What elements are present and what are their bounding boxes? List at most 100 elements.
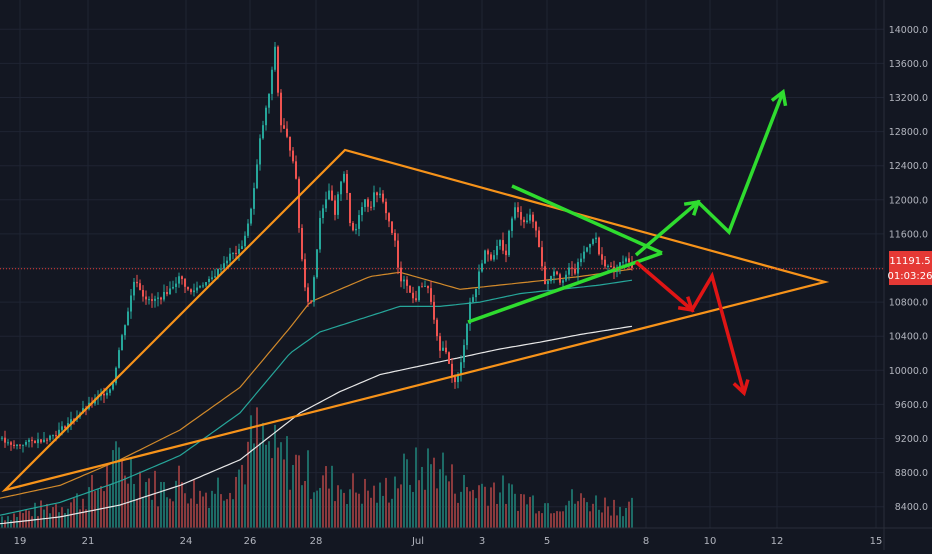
candle-body <box>388 213 390 222</box>
volume-bar <box>547 503 549 528</box>
candle-body <box>283 125 285 129</box>
candle-body <box>235 252 237 254</box>
candle-body <box>286 128 288 137</box>
candle-body <box>433 301 435 320</box>
volume-bar <box>433 457 435 528</box>
volume-bar <box>250 415 252 528</box>
candle-body <box>310 301 312 303</box>
volume-bar <box>268 441 270 528</box>
moving-averages <box>0 268 633 525</box>
candle-body <box>445 347 447 353</box>
candle-body <box>34 440 36 444</box>
candle-body <box>274 46 276 70</box>
candle-body <box>49 435 51 440</box>
candle-body <box>169 288 171 295</box>
candle-body <box>211 277 213 279</box>
volume-bar <box>454 493 456 528</box>
candle-body <box>520 212 522 220</box>
candle-body <box>430 288 432 302</box>
y-tick-label: 12000.0 <box>889 195 928 206</box>
y-tick-label: 14000.0 <box>889 25 928 36</box>
volume-bar <box>625 507 627 528</box>
candle-body <box>424 285 426 287</box>
candle-body <box>628 258 630 263</box>
volume-bar <box>442 452 444 528</box>
candle-body <box>547 281 549 284</box>
volume-bar <box>298 455 300 528</box>
volume-bar <box>391 498 393 528</box>
candle-body <box>523 219 525 223</box>
y-tick-label: 8400.0 <box>895 502 928 513</box>
volume-bar <box>628 501 630 528</box>
candle-body <box>127 311 129 326</box>
volume-bar <box>427 448 429 528</box>
candle-body <box>511 218 513 231</box>
candle-body <box>250 208 252 224</box>
x-tick-label: 19 <box>14 536 27 547</box>
volume-bar <box>100 486 102 528</box>
volume-bar <box>160 481 162 528</box>
volume-bar <box>334 501 336 528</box>
candle-body <box>400 267 402 282</box>
candle-body <box>325 199 327 209</box>
volume-bar <box>550 513 552 528</box>
volume-bar <box>244 484 246 528</box>
candle-body <box>232 252 234 254</box>
candle-body <box>268 93 270 108</box>
candle-body <box>55 435 57 437</box>
candle-body <box>607 265 609 267</box>
volume-bar <box>406 459 408 528</box>
volume-bar <box>157 506 159 528</box>
candle-body <box>355 228 357 231</box>
x-tick-label: 10 <box>704 536 717 547</box>
volume-bar <box>151 499 153 528</box>
volume-bar <box>205 492 207 528</box>
y-tick-label: 11600.0 <box>889 229 928 240</box>
price-label-box <box>889 251 932 285</box>
volume-bar <box>499 492 501 528</box>
volume-bar <box>541 513 543 528</box>
volume-bar <box>592 503 594 528</box>
candle-body <box>397 240 399 268</box>
volume-bar <box>598 509 600 528</box>
candle-body <box>280 92 282 126</box>
volume-bar <box>238 469 240 528</box>
volume-bar <box>451 464 453 528</box>
volume-bar <box>292 464 294 528</box>
candle-body <box>466 323 468 346</box>
candle-body <box>346 173 348 193</box>
volume-bar <box>196 503 198 528</box>
candle-body <box>271 69 273 94</box>
candle-body <box>52 435 54 437</box>
volume-bar <box>526 504 528 528</box>
volume-bar <box>106 465 108 528</box>
candle-body <box>577 262 579 274</box>
volume-bar <box>223 500 225 528</box>
y-tick-label: 13600.0 <box>889 59 928 70</box>
volume-bar <box>217 477 219 528</box>
candle-body <box>145 296 147 300</box>
volume-bar <box>34 502 36 528</box>
volume-bar <box>202 496 204 528</box>
volume-bar <box>211 490 213 528</box>
volume-bar <box>193 480 195 528</box>
candle-body <box>493 255 495 260</box>
candle-body <box>58 429 60 436</box>
volume-bar <box>520 494 522 528</box>
volume-bar <box>376 502 378 528</box>
candle-body <box>502 240 504 251</box>
volume-bar <box>478 485 480 528</box>
candle-body <box>460 362 462 375</box>
volume-bar <box>73 498 75 528</box>
volume-bar <box>31 516 33 528</box>
volume-bar <box>256 407 258 528</box>
candle-body <box>16 444 18 446</box>
candle-body <box>115 367 117 384</box>
volume-bar <box>481 483 483 528</box>
candle-body <box>223 263 225 269</box>
volume-bar <box>352 473 354 528</box>
volume-bar <box>232 499 234 528</box>
volume-bar <box>121 459 123 528</box>
volume-bar <box>553 513 555 528</box>
